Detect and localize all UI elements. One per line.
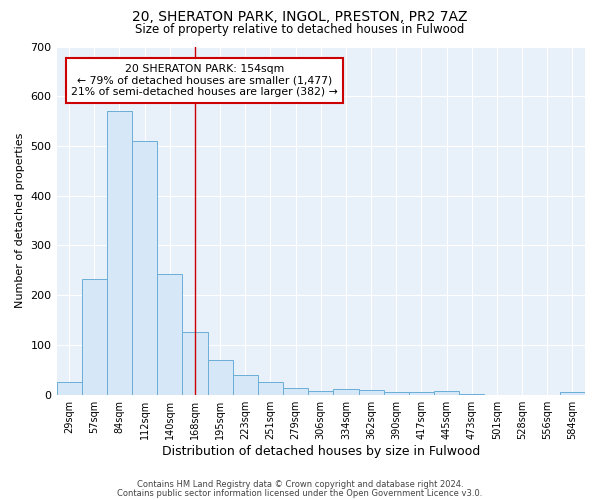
- Bar: [56, 382, 82, 394]
- Bar: [359, 390, 383, 394]
- Bar: [132, 141, 157, 395]
- X-axis label: Distribution of detached houses by size in Fulwood: Distribution of detached houses by size …: [161, 444, 480, 458]
- Text: 20 SHERATON PARK: 154sqm
← 79% of detached houses are smaller (1,477)
21% of sem: 20 SHERATON PARK: 154sqm ← 79% of detach…: [71, 64, 338, 97]
- Bar: [208, 360, 233, 394]
- Bar: [560, 392, 585, 394]
- Y-axis label: Number of detached properties: Number of detached properties: [15, 133, 25, 308]
- Bar: [157, 274, 182, 394]
- Bar: [409, 392, 434, 394]
- Bar: [308, 390, 334, 394]
- Text: Contains public sector information licensed under the Open Government Licence v3: Contains public sector information licen…: [118, 488, 482, 498]
- Bar: [233, 375, 258, 394]
- Bar: [334, 389, 359, 394]
- Bar: [82, 280, 107, 394]
- Bar: [434, 390, 459, 394]
- Text: Contains HM Land Registry data © Crown copyright and database right 2024.: Contains HM Land Registry data © Crown c…: [137, 480, 463, 489]
- Text: 20, SHERATON PARK, INGOL, PRESTON, PR2 7AZ: 20, SHERATON PARK, INGOL, PRESTON, PR2 7…: [132, 10, 468, 24]
- Bar: [383, 392, 409, 394]
- Bar: [283, 388, 308, 394]
- Bar: [258, 382, 283, 394]
- Text: Size of property relative to detached houses in Fulwood: Size of property relative to detached ho…: [136, 22, 464, 36]
- Bar: [107, 111, 132, 395]
- Bar: [182, 332, 208, 394]
